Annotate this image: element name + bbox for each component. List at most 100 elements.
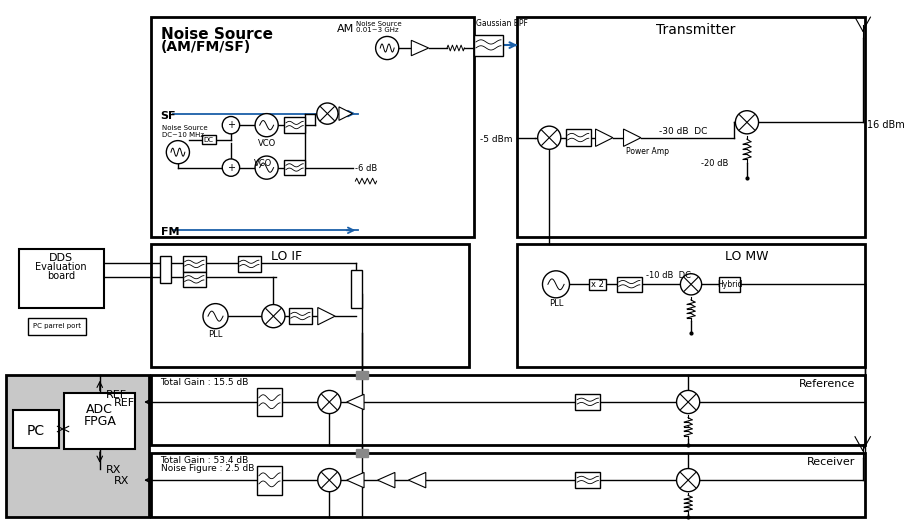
Text: REF: REF (114, 398, 136, 408)
Bar (183, 256, 205, 272)
Bar (64, 393, 136, 449)
Text: (AM/FM/SF): (AM/FM/SF) (160, 40, 251, 54)
Text: DC: DC (204, 137, 214, 143)
Text: PLL: PLL (548, 299, 563, 308)
Text: +: + (227, 120, 235, 130)
Bar (202, 135, 215, 145)
Text: Gaussian BPF: Gaussian BPF (476, 19, 528, 28)
Text: Noise Source: Noise Source (163, 125, 208, 131)
Polygon shape (411, 40, 429, 56)
Text: Transmitter: Transmitter (656, 23, 736, 37)
Text: SF: SF (160, 111, 176, 121)
Text: Hybrid: Hybrid (717, 280, 742, 289)
Circle shape (317, 103, 338, 124)
Text: PLL: PLL (208, 330, 223, 339)
Text: ADC: ADC (86, 403, 113, 416)
Bar (257, 466, 282, 495)
Bar (28, 318, 86, 336)
Circle shape (318, 469, 341, 492)
Text: RX: RX (114, 476, 129, 486)
Bar (357, 371, 368, 379)
Text: -30 dB  DC: -30 dB DC (659, 127, 708, 136)
Text: DC~10 MHz: DC~10 MHz (163, 132, 205, 138)
Text: -5 dBm: -5 dBm (480, 135, 512, 144)
Text: Power Amp: Power Amp (626, 147, 670, 156)
Text: RX: RX (106, 464, 121, 475)
Text: Reference: Reference (798, 379, 855, 389)
Circle shape (542, 271, 569, 298)
Text: 0.01~3 GHz: 0.01~3 GHz (357, 27, 399, 33)
Bar (284, 118, 305, 133)
Text: -10 dB  DC: -10 dB DC (645, 271, 691, 280)
Polygon shape (595, 129, 613, 146)
Bar (151, 453, 864, 517)
Bar (183, 272, 205, 287)
Text: Noise Source: Noise Source (160, 27, 272, 42)
Text: VCO: VCO (258, 139, 276, 148)
Circle shape (318, 390, 341, 413)
Bar (474, 35, 503, 56)
Circle shape (736, 111, 758, 134)
Circle shape (262, 305, 285, 328)
Circle shape (677, 469, 700, 492)
Text: REF: REF (106, 390, 127, 401)
Polygon shape (347, 394, 364, 410)
Text: board: board (47, 271, 75, 281)
Text: Total Gain : 15.5 dB: Total Gain : 15.5 dB (160, 378, 249, 387)
Text: Receiver: Receiver (806, 457, 855, 467)
Text: PC parrel port: PC parrel port (33, 323, 81, 329)
Text: AM: AM (337, 24, 354, 34)
Circle shape (203, 304, 228, 329)
Polygon shape (377, 472, 395, 488)
Bar (257, 387, 282, 417)
Bar (151, 17, 474, 237)
Bar (518, 244, 864, 367)
Text: x 2: x 2 (591, 280, 604, 289)
Text: PC: PC (27, 424, 45, 438)
Bar (589, 279, 606, 290)
Circle shape (255, 156, 278, 179)
Circle shape (255, 114, 278, 137)
Bar (357, 449, 368, 457)
Text: LO IF: LO IF (272, 250, 302, 263)
Polygon shape (347, 472, 364, 488)
Text: FM: FM (160, 227, 179, 237)
Bar (518, 17, 864, 237)
Bar (238, 256, 261, 272)
Polygon shape (624, 129, 641, 146)
Bar (350, 270, 362, 309)
Bar (289, 309, 312, 324)
Bar (159, 256, 171, 284)
Bar (616, 277, 642, 292)
Bar (151, 244, 469, 367)
Circle shape (677, 390, 700, 413)
Circle shape (376, 37, 399, 60)
Bar (576, 472, 600, 488)
Text: 16 dBm: 16 dBm (867, 120, 904, 130)
Bar (13, 410, 59, 448)
Text: LO MW: LO MW (725, 250, 768, 263)
Polygon shape (339, 107, 352, 120)
Circle shape (223, 117, 240, 134)
Text: Noise Figure : 2.5 dB: Noise Figure : 2.5 dB (160, 464, 254, 473)
Circle shape (681, 274, 701, 295)
Text: Noise Source: Noise Source (357, 21, 402, 27)
Bar (576, 394, 600, 410)
Polygon shape (318, 307, 335, 325)
Bar (566, 129, 591, 146)
Bar (6, 375, 149, 517)
Circle shape (167, 140, 189, 164)
Text: Evaluation: Evaluation (35, 262, 87, 272)
Text: FPGA: FPGA (83, 414, 116, 428)
Text: -20 dB: -20 dB (701, 159, 729, 168)
Polygon shape (408, 472, 425, 488)
Text: VCO: VCO (253, 159, 272, 168)
Text: DDS: DDS (49, 253, 73, 263)
Bar (151, 375, 864, 445)
Bar (19, 248, 104, 309)
Bar (284, 160, 305, 176)
Circle shape (223, 159, 240, 176)
Text: +: + (227, 163, 235, 172)
Bar (719, 277, 740, 292)
Circle shape (538, 126, 561, 149)
